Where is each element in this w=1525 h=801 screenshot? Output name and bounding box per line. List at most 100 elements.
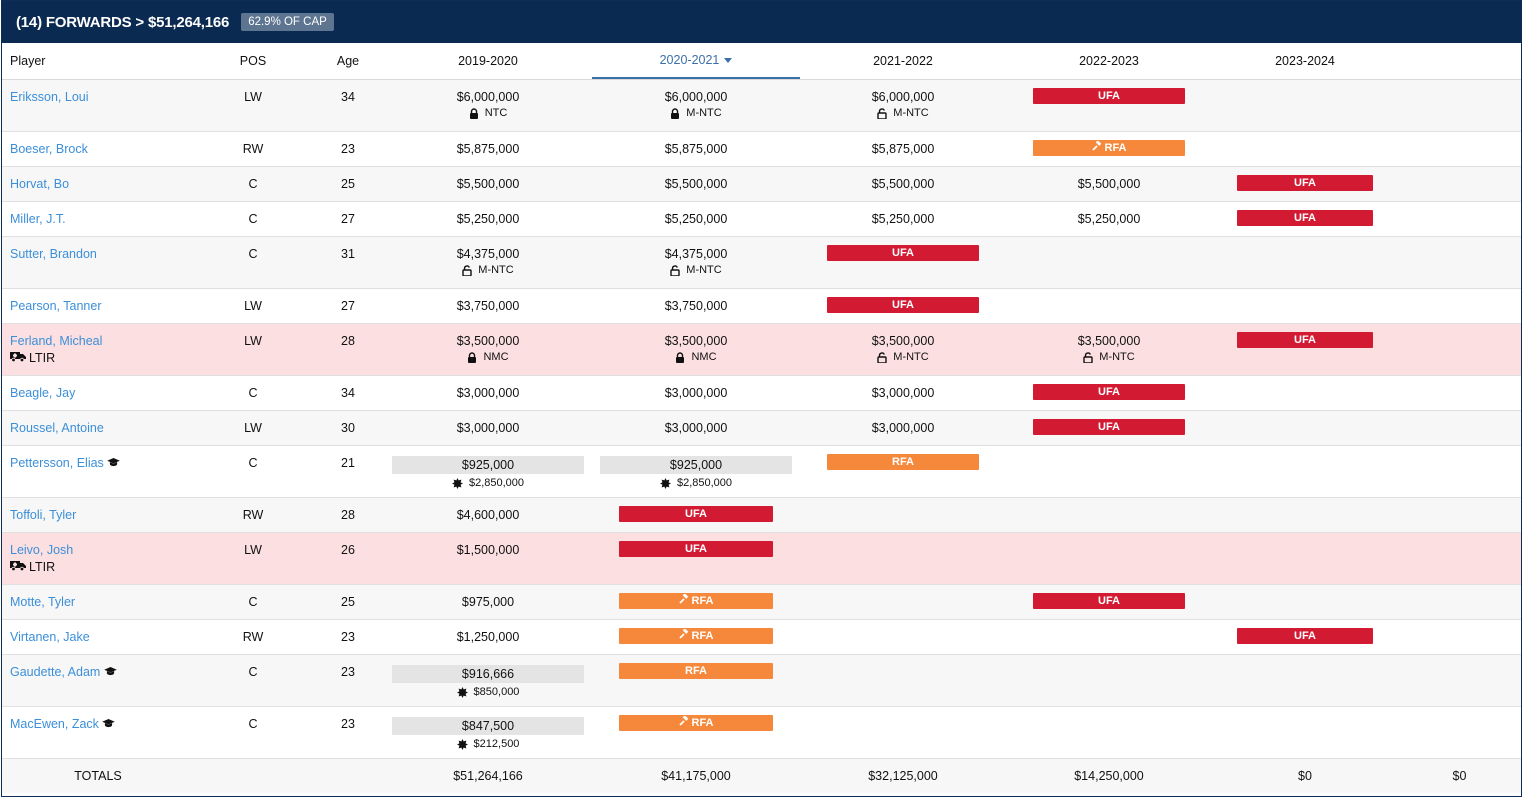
player-cell: Beagle, Jay [2,375,194,411]
ufa-badge: UFA [1033,593,1185,609]
table-row: Pearson, Tanner LW 27 $3,750,000 $3,750,000 U… [2,288,1521,324]
rfa-badge: RFA [619,663,773,679]
ufa-badge: UFA [1237,175,1373,191]
player-link[interactable]: Eriksson, Loui [10,90,89,104]
spacer-cell [1398,201,1521,237]
player-link[interactable]: Toffoli, Tyler [10,508,77,522]
clause-label: M-NTC [1099,351,1135,363]
table-row: Toffoli, Tyler RW 28 $4,600,000 UFA [2,497,1521,533]
ufa-badge: UFA [619,506,773,522]
status-label: RFA [685,665,707,677]
salary-cell [800,532,1006,585]
position-cell: RW [194,497,312,533]
status-label: UFA [1294,334,1316,346]
cap-hit-amount: $1,500,000 [456,543,520,557]
table-row: Leivo, Josh LTIR LW 26 $1,500,000 UFA [2,532,1521,585]
cap-hit-amount: $5,250,000 [664,212,728,226]
contracts-table: Player POS Age 2019-2020 2020-2021 2021-… [2,43,1521,793]
col-header-player[interactable]: Player [2,43,194,80]
ufa-badge: UFA [1237,628,1373,644]
status-label: RFA [892,456,914,468]
unlock-icon [462,264,475,276]
panel-title[interactable]: (14) FORWARDS > $51,264,166 [16,13,230,31]
total-2022-2023: $14,250,000 [1006,758,1212,793]
salary-cell: $3,000,000 [384,375,592,411]
lock-icon [675,351,688,363]
unlock-icon [1083,351,1096,363]
player-cell: Pearson, Tanner [2,288,194,324]
player-link[interactable]: Sutter, Brandon [10,247,97,261]
spacer-cell [1398,323,1521,376]
player-cell: Sutter, Brandon [2,236,194,289]
clause-note: NMC [384,351,592,363]
player-link[interactable]: Gaudette, Adam [10,665,101,679]
col-header-2023-2024[interactable]: 2023-2024 [1212,43,1398,80]
player-link[interactable]: Pearson, Tanner [10,299,102,313]
salary-cell: RFA [1006,131,1212,167]
salary-cell [800,706,1006,759]
cap-hit-amount: $5,875,000 [871,142,935,156]
player-link[interactable]: Leivo, Josh [10,543,74,557]
total-2023-2024: $0 [1212,758,1398,793]
player-cell: Horvat, Bo [2,166,194,202]
player-link[interactable]: Horvat, Bo [10,177,70,191]
cap-hit-amount: $4,375,000 [456,247,520,261]
cap-hit-amount: $3,000,000 [664,386,728,400]
player-link[interactable]: Boeser, Brock [10,142,88,156]
col-header-2020-2021[interactable]: 2020-2021 [592,43,800,80]
player-link[interactable]: Motte, Tyler [10,595,76,609]
ufa-badge: UFA [1033,88,1185,104]
salary-cell: UFA [1212,166,1398,202]
salary-cell [1212,706,1398,759]
spacer-cell [1398,619,1521,655]
player-link[interactable]: Ferland, Micheal [10,334,103,348]
ambulance-icon [10,560,26,574]
clause-note: $2,850,000 [592,477,800,489]
salary-cell [1212,236,1398,289]
status-label: UFA [1098,90,1120,102]
player-cell: Pettersson, Elias [2,445,194,498]
salary-cell [1006,654,1212,707]
total-extra: $0 [1398,758,1521,793]
salary-cell [1006,706,1212,759]
salary-cell: $925,000 $2,850,000 [384,445,592,498]
ltir-label: LTIR [29,560,56,574]
col-header-2021-2022[interactable]: 2021-2022 [800,43,1006,80]
table-body: Eriksson, Loui LW 34 $6,000,000 NTC $6,000,00… [2,79,1521,759]
salary-cell: UFA [1006,79,1212,132]
clause-note: $850,000 [384,686,592,698]
bonus-badge-icon [659,477,674,489]
clause-label: $212,500 [473,738,520,750]
position-cell: C [194,236,312,289]
cap-hit-amount: $6,000,000 [871,90,935,104]
player-link[interactable]: Pettersson, Elias [10,456,104,470]
age-cell: 23 [312,131,384,167]
position-cell: C [194,375,312,411]
clause-note: $212,500 [384,738,592,750]
col-header-pos[interactable]: POS [194,43,312,80]
table-row: Eriksson, Loui LW 34 $6,000,000 NTC $6,000,00… [2,79,1521,132]
age-cell: 34 [312,79,384,132]
player-link[interactable]: Virtanen, Jake [10,630,90,644]
col-header-2019-2020[interactable]: 2019-2020 [384,43,592,80]
col-header-age[interactable]: Age [312,43,384,80]
col-header-2022-2023[interactable]: 2022-2023 [1006,43,1212,80]
player-link[interactable]: MacEwen, Zack [10,717,99,731]
salary-cell: $3,750,000 [384,288,592,324]
player-link[interactable]: Roussel, Antoine [10,421,104,435]
player-link[interactable]: Miller, J.T. [10,212,66,226]
cap-percentage-badge: 62.9% OF CAP [241,13,334,31]
salary-cell [1212,375,1398,411]
clause-label: NMC [691,351,717,363]
salary-cell [1212,654,1398,707]
lock-icon [469,107,482,119]
cap-hit-amount: $847,500 [392,717,584,735]
salary-cell [1006,288,1212,324]
cap-hit-amount: $3,000,000 [871,421,935,435]
total-2020-2021: $41,175,000 [592,758,800,793]
salary-cell: UFA [1006,410,1212,446]
salary-cell [800,619,1006,655]
player-link[interactable]: Beagle, Jay [10,386,76,400]
lock-icon [467,351,480,363]
status-label: UFA [1098,595,1120,607]
